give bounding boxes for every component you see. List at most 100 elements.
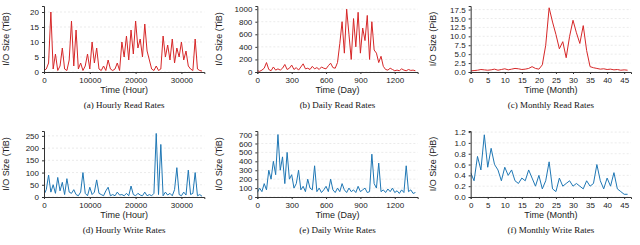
grid-line (44, 148, 204, 149)
caption: (e) Daily Write Rates (299, 225, 376, 235)
tick-label: 1.2 (455, 128, 467, 137)
y-axis-label: I/O Size (PiB) (428, 12, 438, 67)
tick: 500 (239, 148, 257, 157)
tick-mark (488, 197, 489, 199)
axis-line (42, 7, 45, 73)
caption: (a) Hourly Read Rates (84, 100, 165, 110)
axis-line (45, 198, 205, 200)
tick: 900 (354, 197, 368, 210)
tick: 10000 (79, 197, 102, 210)
panel: 0510152025303540450.02.55.07.510.012.515… (428, 6, 632, 110)
x-axis-label: Time (Day) (315, 210, 359, 220)
tick-mark (255, 143, 257, 144)
y-axis: 0100200300400500600700 (239, 131, 258, 202)
grid-line (257, 143, 417, 144)
tick-label: 35 (586, 201, 595, 210)
tick-label: 10.0 (450, 32, 466, 41)
tick-mark (539, 72, 540, 74)
tick: 10 (501, 72, 510, 85)
plot-area (44, 133, 202, 196)
plot-area (257, 135, 415, 194)
tick: 1000 (235, 5, 258, 14)
tick: 15 (518, 72, 527, 85)
tick-label: 15.0 (450, 15, 466, 24)
grid-line (44, 160, 204, 161)
tick-mark (573, 72, 574, 74)
tick: 15.0 (450, 15, 471, 24)
tick-mark (469, 36, 471, 37)
tick-mark (469, 18, 471, 19)
tick-mark (469, 63, 471, 64)
tick-label: 0 (35, 193, 40, 202)
tick-label: 20 (535, 76, 544, 85)
tick-mark (255, 197, 257, 198)
tick-mark (607, 197, 608, 199)
tick-mark (522, 72, 523, 74)
tick: 0 (248, 193, 257, 202)
grid (471, 10, 631, 72)
tick-label: 250 (26, 132, 40, 141)
tick-label: 0 (256, 76, 261, 85)
tick-mark (42, 27, 44, 28)
tick-mark (469, 132, 471, 133)
tick-label: 900 (354, 76, 368, 85)
x-axis: 051015202530354045 (469, 72, 632, 85)
y-axis-label: I/O Size (TiB) (1, 137, 11, 191)
tick-mark (469, 175, 471, 176)
grid-line (471, 63, 631, 64)
series-line (471, 135, 628, 195)
tick-mark (469, 10, 471, 11)
tick-label: 7.5 (455, 41, 467, 50)
tick: 30 (569, 197, 578, 210)
caption: (b) Daily Read Rates (300, 100, 376, 110)
tick-label: 0.2 (455, 182, 467, 191)
tick-mark (255, 170, 257, 171)
tick: 300 (286, 197, 300, 210)
tick-mark (590, 72, 591, 74)
tick-mark (395, 197, 396, 199)
y-axis-label: I/O Size (TiB) (1, 12, 11, 66)
y-axis: 050100150200250 (26, 132, 45, 203)
tick-label: 20000 (125, 201, 148, 210)
tick: 200 (239, 175, 257, 184)
tick-label: 20 (30, 8, 39, 17)
caption: (d) Hourly Write Rates (83, 225, 166, 235)
tick: 5 (486, 197, 491, 210)
tick-label: 17.5 (450, 6, 466, 15)
tick-label: 300 (286, 201, 300, 210)
plot-area (44, 12, 202, 71)
series-line (44, 133, 202, 196)
caption: (f) Monthly Write Rates (507, 225, 594, 235)
tick: 600 (320, 72, 334, 85)
tick-label: 0.0 (455, 193, 467, 202)
tick: 40 (603, 72, 612, 85)
tick-mark (505, 72, 506, 74)
tick-mark (42, 173, 44, 174)
tick-label: 5 (486, 201, 491, 210)
grid-line (257, 34, 417, 35)
tick: 10 (501, 197, 510, 210)
series-line (44, 12, 202, 71)
tick: 45 (620, 197, 629, 210)
tick: 1200 (386, 72, 404, 85)
tick-label: 0 (248, 68, 253, 77)
tick-mark (42, 148, 44, 149)
tick: 100 (26, 169, 44, 178)
tick: 1.0 (455, 139, 471, 148)
tick: 45 (620, 72, 629, 85)
tick: 10.0 (450, 32, 471, 41)
x-axis: 0100002000030000 (42, 197, 205, 210)
tick-label: 600 (239, 30, 253, 39)
tick-mark (42, 136, 44, 137)
x-axis-label: Time (Month) (524, 210, 577, 220)
tick-label: 0 (256, 201, 261, 210)
axis-line (469, 7, 472, 73)
tick-label: 100 (239, 184, 253, 193)
grid-line (44, 27, 204, 28)
grid-line (257, 134, 417, 135)
tick-mark (42, 185, 44, 186)
x-axis: 03006009001200 (256, 72, 419, 85)
tick: 400 (239, 43, 257, 52)
tick: 35 (586, 197, 595, 210)
tick: 800 (239, 18, 257, 27)
